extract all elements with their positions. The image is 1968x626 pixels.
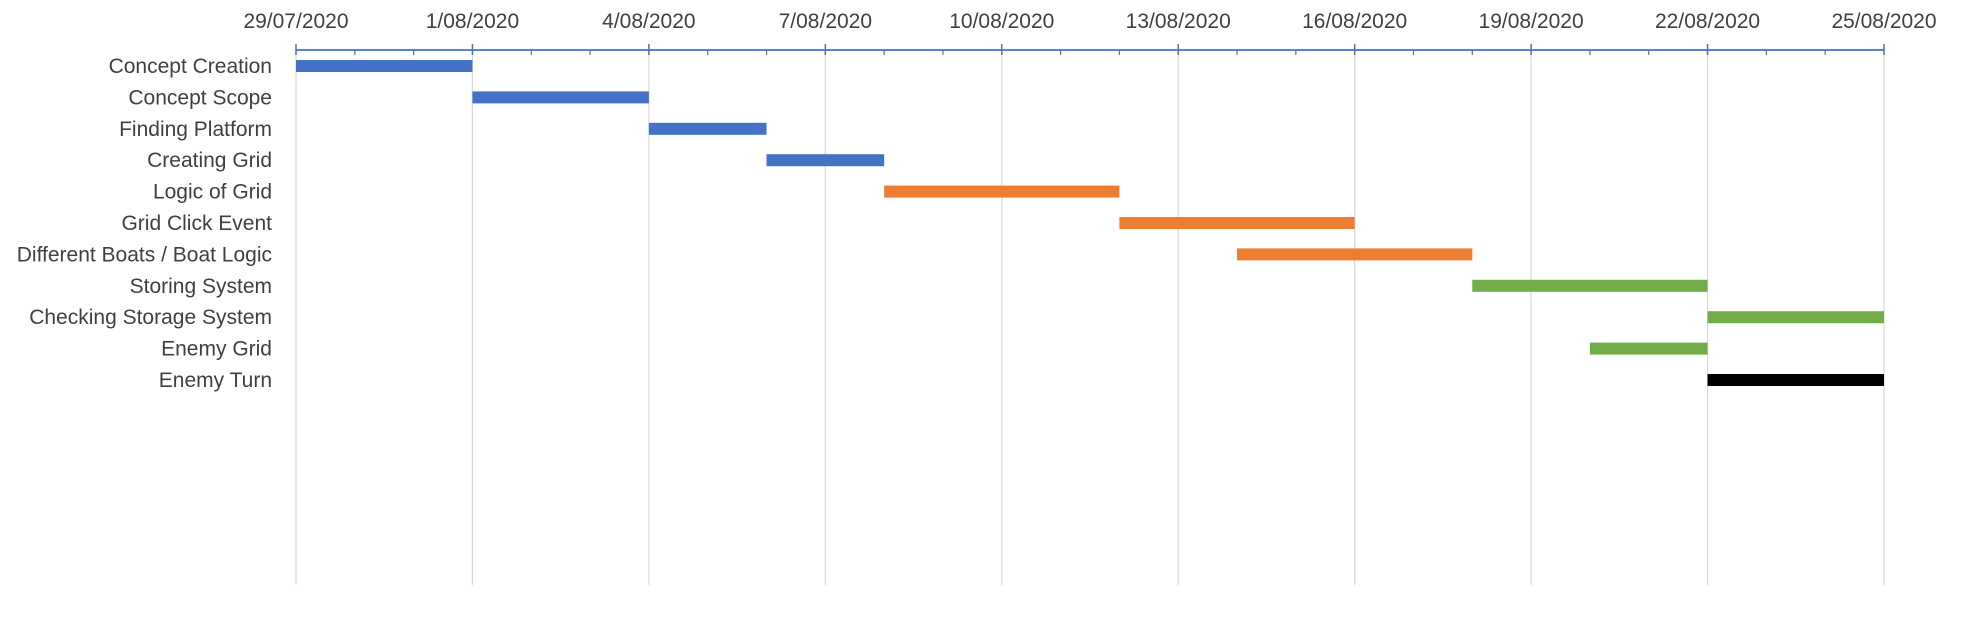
x-tick-label: 29/07/2020 xyxy=(243,10,348,33)
x-tick-label: 7/08/2020 xyxy=(779,10,872,33)
task-bar xyxy=(884,185,1120,198)
x-axis: 29/07/2020 1/08/2020 4/08/2020 7/08/2020 10/… xyxy=(243,10,1937,55)
x-tick-label: 10/08/2020 xyxy=(949,10,1054,33)
task-bar xyxy=(1707,374,1884,386)
task-label: Different Boats / Boat Logic xyxy=(17,243,272,266)
task-bars xyxy=(296,60,1884,386)
task-bar xyxy=(648,122,767,135)
task-bar xyxy=(766,154,885,167)
task-bar xyxy=(296,60,473,72)
task-label: Storing System xyxy=(130,275,272,298)
x-tick-label: 4/08/2020 xyxy=(602,10,695,33)
task-bar xyxy=(1119,217,1355,229)
task-label: Enemy Grid xyxy=(161,338,272,361)
task-label: Finding Platform xyxy=(119,118,272,141)
task-label: Enemy Turn xyxy=(159,369,272,392)
task-bar xyxy=(1472,279,1708,292)
task-label: Creating Grid xyxy=(147,149,272,172)
x-tick-label: 13/08/2020 xyxy=(1126,10,1231,33)
x-tick-label: 22/08/2020 xyxy=(1655,10,1760,33)
task-bar xyxy=(1589,342,1708,355)
task-label: Concept Creation xyxy=(109,55,272,78)
gridlines xyxy=(295,50,1885,585)
task-bar xyxy=(1237,248,1473,261)
task-label: Checking Storage System xyxy=(29,306,272,329)
x-tick-label: 1/08/2020 xyxy=(426,10,519,33)
x-tick-label: 19/08/2020 xyxy=(1479,10,1584,33)
x-tick-label: 25/08/2020 xyxy=(1831,10,1936,33)
task-label: Grid Click Event xyxy=(121,212,272,235)
task-label: Logic of Grid xyxy=(153,181,272,204)
task-label: Concept Scope xyxy=(128,86,272,109)
task-bar xyxy=(1707,311,1884,324)
x-tick-label: 16/08/2020 xyxy=(1302,10,1407,33)
task-labels: Concept Creation Concept Scope Finding Pla… xyxy=(17,55,272,392)
task-bar xyxy=(472,91,649,104)
